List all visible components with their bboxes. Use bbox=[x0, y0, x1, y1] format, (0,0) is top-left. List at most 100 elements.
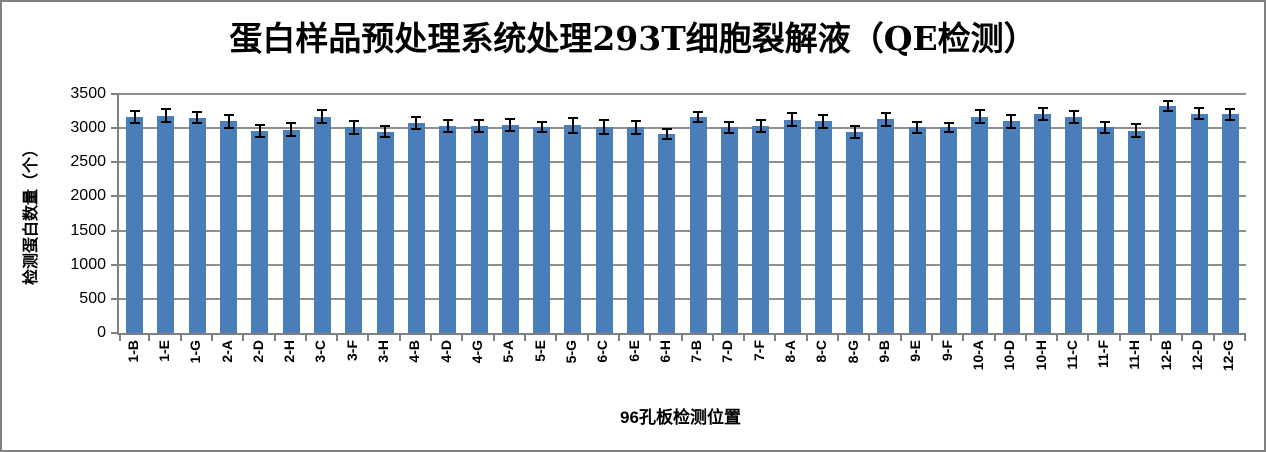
bar bbox=[313, 116, 331, 333]
x-tick-mark bbox=[179, 335, 182, 341]
x-category-label: 3-C bbox=[312, 340, 329, 363]
error-bar-cap-bot bbox=[755, 130, 766, 133]
error-bar-cap-bot bbox=[536, 130, 547, 133]
error-bar-stem bbox=[321, 109, 324, 124]
bar bbox=[345, 127, 363, 333]
error-bar bbox=[1037, 106, 1048, 121]
x-category-label: 3-F bbox=[343, 340, 360, 361]
x-category-label: 4-D bbox=[437, 340, 454, 363]
bar bbox=[720, 127, 738, 333]
error-bar-stem bbox=[1041, 106, 1044, 121]
error-bar-cap-bot bbox=[192, 122, 203, 125]
error-bar bbox=[286, 122, 297, 137]
gridline bbox=[119, 127, 1246, 130]
error-bar-cap-bot bbox=[1100, 131, 1111, 134]
x-category-label: 7-B bbox=[688, 340, 705, 363]
error-bar bbox=[348, 120, 359, 135]
y-tick-label: 1500 bbox=[70, 221, 106, 239]
error-bar-stem bbox=[634, 119, 637, 135]
x-tick-mark bbox=[1118, 335, 1121, 341]
x-category-label: 1-B bbox=[124, 340, 141, 363]
y-tick-mark bbox=[111, 93, 119, 95]
error-bar-stem bbox=[978, 109, 981, 124]
x-category-label: 6-C bbox=[594, 340, 611, 363]
bar bbox=[439, 126, 457, 333]
gridline bbox=[119, 161, 1246, 164]
x-category-label: 7-D bbox=[719, 340, 736, 363]
x-tick-mark bbox=[1244, 335, 1246, 341]
error-bar bbox=[223, 113, 234, 129]
bar bbox=[752, 126, 770, 333]
x-category-label: 12-G bbox=[1220, 340, 1237, 372]
error-bar-cap-bot bbox=[787, 125, 798, 128]
error-bar bbox=[505, 117, 516, 132]
error-bar bbox=[630, 119, 641, 135]
error-bar bbox=[317, 109, 328, 124]
error-bar-cap-bot bbox=[1068, 122, 1079, 125]
error-bar-cap-bot bbox=[1131, 136, 1142, 139]
bar bbox=[908, 127, 926, 333]
bar bbox=[689, 117, 707, 333]
x-tick-mark bbox=[774, 335, 777, 341]
error-bar-cap-bot bbox=[348, 132, 359, 135]
x-tick-mark bbox=[930, 335, 933, 341]
x-category-label: 4-G bbox=[469, 340, 485, 364]
x-category-label: 8-C bbox=[813, 340, 830, 363]
error-bar-stem bbox=[227, 113, 230, 129]
y-tick-label: 2000 bbox=[70, 187, 106, 205]
error-bar-cap-bot bbox=[1194, 118, 1205, 121]
x-tick-mark bbox=[304, 335, 307, 341]
error-bar bbox=[724, 120, 735, 134]
x-tick-mark bbox=[555, 335, 558, 341]
error-bar-stem bbox=[853, 125, 856, 140]
error-bar-cap-bot bbox=[442, 130, 453, 133]
x-tick-mark bbox=[680, 335, 683, 341]
bar bbox=[501, 124, 519, 333]
bar bbox=[220, 121, 238, 333]
x-category-label: 9-E bbox=[907, 340, 924, 362]
x-category-label: 5-A bbox=[500, 340, 517, 363]
x-tick-mark bbox=[398, 335, 401, 341]
error-bar-cap-bot bbox=[160, 121, 171, 124]
x-category-label: 12-D bbox=[1189, 340, 1206, 371]
x-tick-mark bbox=[461, 335, 464, 341]
x-tick-mark bbox=[868, 335, 871, 341]
x-tick-mark bbox=[617, 335, 620, 341]
error-bar-stem bbox=[1072, 110, 1075, 125]
error-bar-stem bbox=[791, 112, 794, 128]
x-tick-mark bbox=[899, 335, 902, 341]
y-tick-label: 1000 bbox=[70, 255, 106, 273]
bar bbox=[627, 127, 645, 333]
bar bbox=[877, 119, 895, 333]
error-bar bbox=[1162, 100, 1173, 113]
error-bar-cap-bot bbox=[1037, 118, 1048, 121]
bar bbox=[940, 127, 958, 333]
x-tick-mark bbox=[586, 335, 589, 341]
x-tick-mark bbox=[119, 335, 121, 341]
bar bbox=[971, 116, 989, 333]
error-bar-cap-bot bbox=[129, 122, 140, 125]
error-bar bbox=[567, 117, 578, 134]
bar bbox=[846, 132, 864, 333]
error-bar-cap-bot bbox=[693, 121, 704, 124]
error-bar-stem bbox=[697, 111, 700, 124]
error-bar bbox=[661, 128, 672, 141]
error-bar-cap-bot bbox=[724, 131, 735, 134]
error-bar-stem bbox=[478, 119, 480, 133]
x-tick-mark bbox=[1087, 335, 1090, 341]
error-bar-cap-bot bbox=[567, 131, 578, 134]
x-category-label: 12-B bbox=[1157, 340, 1174, 371]
bar bbox=[376, 131, 394, 333]
error-bar bbox=[755, 119, 766, 133]
bar bbox=[282, 129, 300, 333]
y-tick-mark bbox=[111, 332, 119, 334]
x-category-label: 10-D bbox=[1001, 340, 1018, 371]
error-bar bbox=[849, 125, 860, 140]
error-bar-cap-bot bbox=[505, 129, 516, 132]
error-bar-stem bbox=[133, 110, 136, 125]
y-axis-title: 检测蛋白数量（个） bbox=[23, 141, 40, 286]
x-tick-mark bbox=[962, 335, 965, 341]
x-tick-mark bbox=[1181, 335, 1184, 341]
bar bbox=[1002, 121, 1020, 333]
bar bbox=[783, 119, 801, 333]
